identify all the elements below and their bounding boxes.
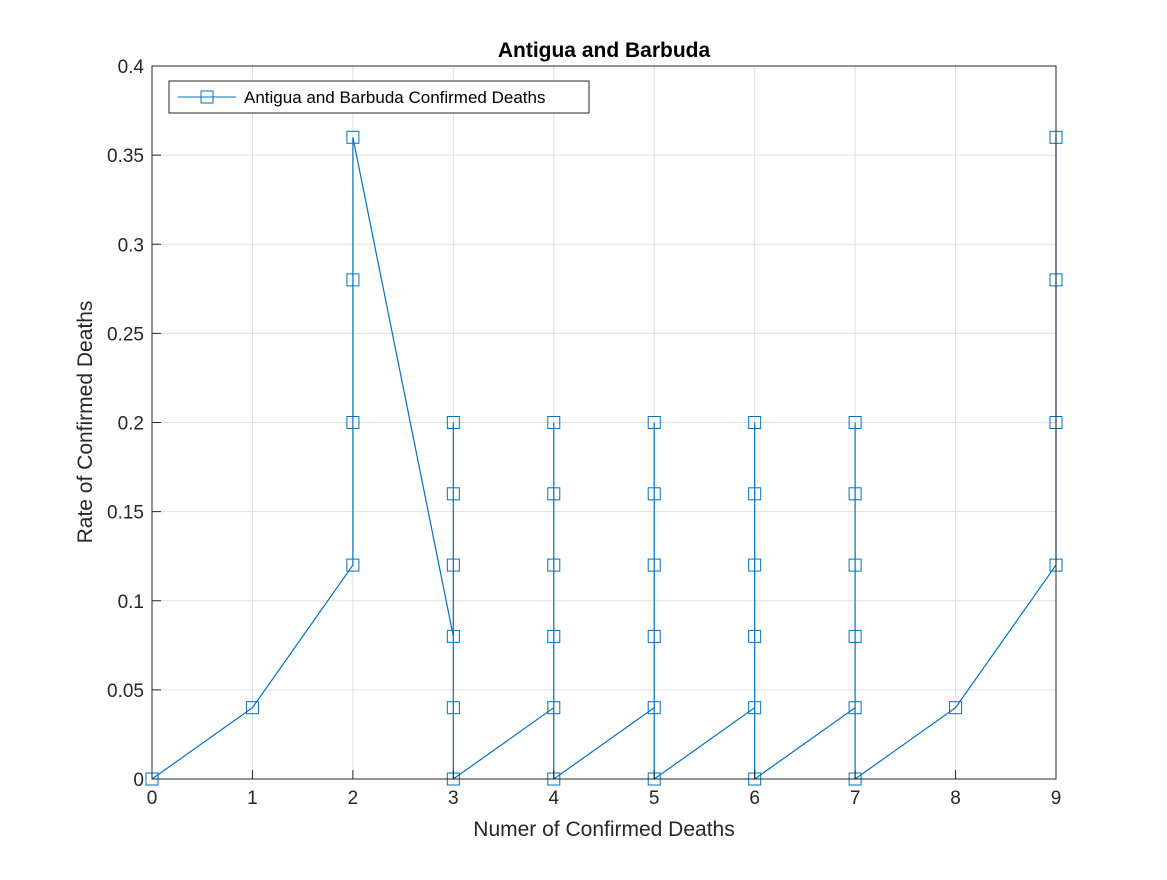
data-point — [848, 629, 862, 643]
data-point — [446, 701, 460, 715]
x-tick-label: 7 — [850, 788, 861, 809]
data-point — [848, 558, 862, 572]
data-point — [647, 558, 661, 572]
data-point — [748, 487, 762, 501]
data-point — [748, 629, 762, 643]
x-tick-label: 1 — [247, 788, 258, 809]
y-tick-label: 0.35 — [107, 146, 144, 167]
legend: Antigua and Barbuda Confirmed Deaths — [168, 80, 590, 114]
x-axis-label: Numer of Confirmed Deaths — [473, 818, 734, 841]
data-point — [346, 273, 360, 287]
data-point — [748, 558, 762, 572]
data-point — [446, 416, 460, 429]
legend-label: Antigua and Barbuda Confirmed Deaths — [244, 88, 545, 107]
data-point — [547, 701, 561, 715]
x-tick-label: 9 — [1051, 788, 1062, 809]
x-tick-label: 0 — [147, 788, 158, 809]
data-point — [647, 629, 661, 643]
series-line — [151, 137, 1057, 781]
data-point — [647, 701, 661, 715]
x-tick-label: 8 — [950, 788, 961, 809]
data-point — [848, 487, 862, 501]
y-tick-label: 0.15 — [107, 503, 144, 524]
data-point — [547, 558, 561, 572]
y-tick-label: 0.25 — [107, 324, 144, 345]
x-tick-label: 2 — [348, 788, 359, 809]
x-tick-label: 4 — [548, 788, 559, 809]
data-point — [848, 416, 862, 429]
data-point — [949, 701, 963, 715]
data-point — [647, 487, 661, 501]
data-point — [245, 701, 259, 715]
x-tick-label: 3 — [448, 788, 459, 809]
y-tick-label: 0.05 — [107, 681, 144, 702]
y-tick-label: 0.1 — [118, 592, 144, 613]
data-point — [446, 629, 460, 643]
x-tick-label: 6 — [749, 788, 760, 809]
y-tick-label: 0 — [133, 770, 144, 791]
tick-layer: 0 1 2 3 4 5 6 7 8 9 0 0.05 0.1 0.15 0.2 0.25 0.3 0.35 0.4 — [107, 57, 1061, 809]
legend-box — [168, 80, 590, 114]
data-point — [346, 130, 360, 144]
y-tick-label: 0.4 — [118, 57, 145, 78]
x-tick-label: 5 — [649, 788, 660, 809]
data-point — [547, 416, 561, 429]
data-point — [547, 629, 561, 643]
data-point — [346, 416, 360, 429]
data-point — [547, 487, 561, 501]
data-point — [748, 701, 762, 715]
data-point — [848, 701, 862, 715]
data-point — [446, 487, 460, 501]
data-point — [647, 416, 661, 429]
y-tick-label: 0.3 — [118, 235, 144, 256]
chart-title: Antigua and Barbuda — [498, 39, 711, 62]
legend-marker-swatch — [200, 90, 214, 104]
data-point — [446, 558, 460, 572]
data-point — [346, 558, 360, 572]
y-axis-label: Rate of Confirmed Deaths — [74, 301, 97, 544]
y-tick-label: 0.2 — [118, 414, 144, 435]
data-point — [748, 416, 762, 429]
